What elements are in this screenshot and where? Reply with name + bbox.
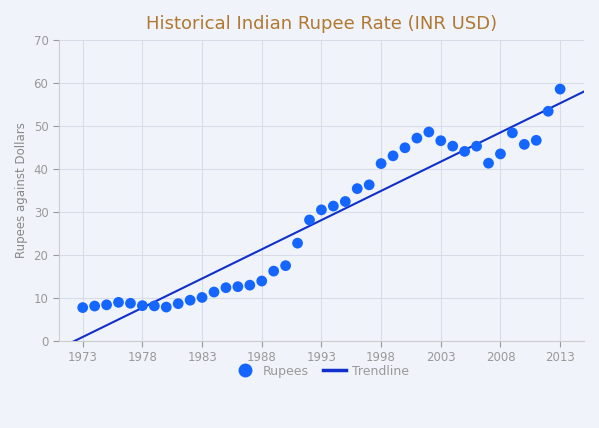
Point: [114, 299, 123, 306]
Point: [138, 302, 147, 309]
Point: [173, 300, 183, 307]
Point: [197, 294, 207, 301]
Point: [376, 160, 386, 167]
Point: [555, 86, 565, 92]
Point: [245, 282, 255, 288]
Point: [150, 303, 159, 309]
Point: [209, 288, 219, 295]
Point: [78, 304, 87, 311]
Point: [448, 143, 458, 149]
Point: [436, 137, 446, 144]
Point: [352, 185, 362, 192]
Point: [162, 303, 171, 310]
Point: [102, 301, 111, 308]
Point: [472, 143, 482, 150]
Point: [543, 108, 553, 115]
Point: [269, 268, 279, 274]
Legend: Rupees, Trendline: Rupees, Trendline: [229, 360, 414, 383]
Point: [364, 181, 374, 188]
Point: [257, 278, 267, 285]
Point: [126, 300, 135, 307]
Point: [484, 160, 494, 166]
Y-axis label: Rupees against Dollars: Rupees against Dollars: [15, 122, 28, 259]
Point: [329, 202, 338, 209]
Point: [460, 148, 470, 155]
Point: [185, 297, 195, 303]
Point: [495, 151, 505, 158]
Point: [221, 284, 231, 291]
Point: [90, 303, 99, 309]
Point: [305, 217, 314, 223]
Point: [340, 198, 350, 205]
Point: [233, 283, 243, 290]
Point: [388, 152, 398, 159]
Point: [519, 141, 529, 148]
Title: Historical Indian Rupee Rate (INR USD): Historical Indian Rupee Rate (INR USD): [146, 15, 497, 33]
Point: [317, 206, 326, 213]
Point: [424, 128, 434, 135]
Point: [400, 144, 410, 151]
Point: [293, 240, 302, 247]
Point: [507, 129, 517, 136]
Point: [281, 262, 291, 269]
Point: [531, 137, 541, 144]
Point: [412, 135, 422, 142]
